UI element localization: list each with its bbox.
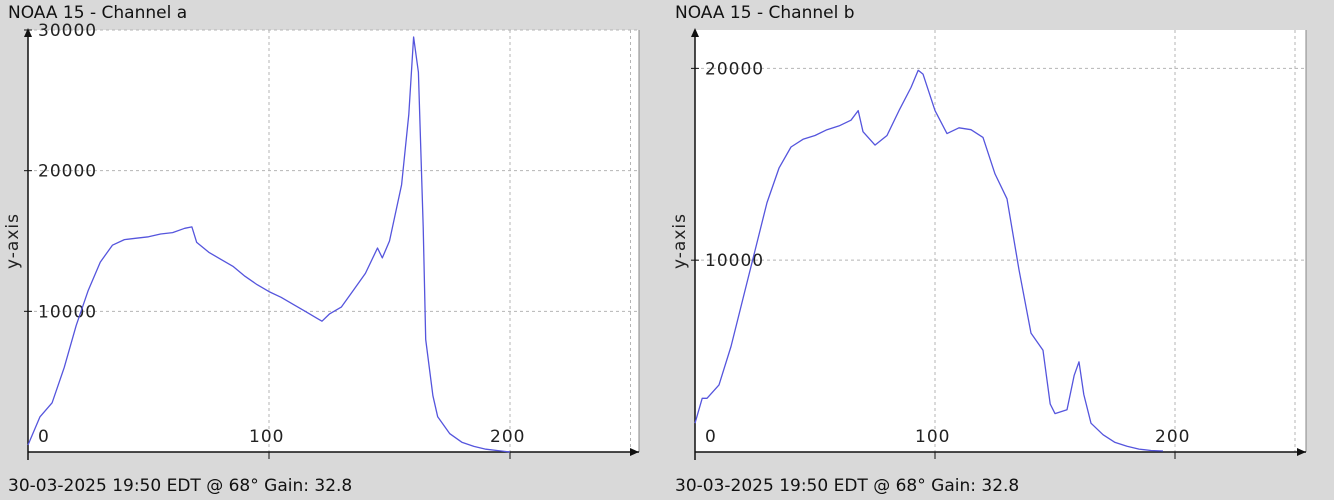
y-axis-label: y-axis: [3, 213, 23, 269]
chart-title: NOAA 15 - Channel a: [8, 3, 188, 23]
series-line: [694, 69, 1164, 452]
status-footer: 30-03-2025 19:50 EDT @ 68° Gain: 32.8: [8, 476, 353, 496]
x-tick-label: 0: [38, 427, 50, 447]
x-tick-label: 100: [915, 427, 950, 447]
plot-area: [28, 30, 639, 452]
plot-area: [695, 30, 1306, 452]
x-tick-label: 200: [490, 427, 525, 447]
status-footer: 30-03-2025 19:50 EDT @ 68° Gain: 32.8: [675, 476, 1020, 496]
x-tick-label: 0: [705, 427, 717, 447]
y-tick-label: 10000: [38, 302, 97, 322]
chart-panel-channel-b: NOAA 15 - Channel b 0 100 200 10000 20000 y-a…: [667, 0, 1334, 500]
x-axis-arrow: [1297, 448, 1306, 456]
y-tick-label: 30000: [38, 21, 97, 41]
line-chart-channel-a: 0 100 200 10000 20000 30000 y-axis: [3, 21, 640, 460]
line-chart-channel-b: 0 100 200 10000 20000 y-axis: [670, 28, 1307, 460]
x-tick-label: 100: [249, 427, 284, 447]
y-axis-arrow: [691, 28, 699, 37]
y-axis-label: y-axis: [670, 213, 690, 269]
chart-panel-channel-a: NOAA 15 - Channel a 0 100 200 10000 20000 300…: [0, 0, 660, 500]
series-line: [27, 36, 511, 453]
y-tick-label: 20000: [705, 59, 764, 79]
chart-title: NOAA 15 - Channel b: [675, 3, 855, 23]
y-axis-arrow: [24, 28, 32, 37]
y-tick-label: 10000: [705, 251, 764, 271]
y-tick-label: 20000: [38, 162, 97, 182]
x-axis-arrow: [630, 448, 639, 456]
x-tick-label: 200: [1155, 427, 1190, 447]
